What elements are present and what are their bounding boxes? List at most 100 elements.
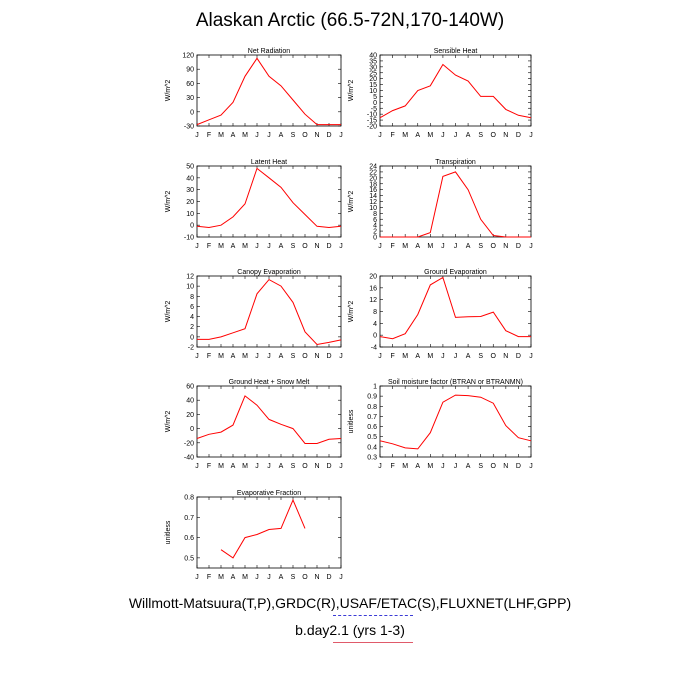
x-tick-label: M [242, 574, 248, 581]
panel-title: Transpiration [435, 159, 476, 166]
x-tick-label: M [427, 243, 433, 250]
plot-frame [196, 54, 342, 127]
x-tick-label: O [491, 132, 497, 139]
x-tick-label: J [267, 353, 271, 360]
y-tick-label: 6 [190, 304, 194, 311]
plot-frame [196, 385, 342, 458]
x-tick-label: A [415, 243, 420, 250]
x-tick-label: N [314, 353, 319, 360]
caption-data-sources: Willmott-Matsuura(T,P),GRDC(R),USAF/ETAC… [128, 595, 572, 611]
y-tick-label: 0 [190, 334, 194, 341]
x-tick-label: A [231, 353, 236, 360]
x-tick-label: D [516, 132, 521, 139]
x-tick-label: J [267, 463, 271, 470]
x-tick-label: O [302, 243, 308, 250]
x-tick-label: A [279, 574, 284, 581]
y-tick-label: 0.9 [367, 394, 377, 401]
x-tick-label: J [339, 132, 343, 139]
x-tick-label: A [279, 132, 284, 139]
x-tick-label: J [339, 353, 343, 360]
y-tick-label: 5 [373, 94, 377, 101]
x-tick-label: J [441, 463, 445, 470]
y-tick-label: 2 [373, 229, 377, 236]
y-tick-label: -20 [184, 440, 194, 447]
x-tick-label: M [402, 243, 408, 250]
y-tick-label: 0 [373, 100, 377, 107]
x-tick-label: J [255, 353, 259, 360]
x-tick-label: A [415, 353, 420, 360]
x-tick-label: S [291, 574, 296, 581]
y-tick-label: 15 [369, 82, 377, 89]
y-axis-label: W/m^2 [165, 301, 172, 323]
y-tick-label: -40 [184, 455, 194, 462]
y-tick-label: 4 [373, 223, 377, 230]
x-tick-label: N [314, 574, 319, 581]
x-tick-label: J [339, 243, 343, 250]
y-tick-label: 60 [186, 81, 194, 88]
y-tick-label: 50 [186, 164, 194, 171]
x-tick-label: A [466, 132, 471, 139]
y-tick-label: 24 [369, 164, 377, 171]
plot-frame [379, 275, 532, 348]
y-tick-label: 4 [190, 314, 194, 321]
panel-title: Canopy Evaporation [237, 269, 301, 276]
x-tick-label: A [279, 353, 284, 360]
y-tick-label: 0.6 [367, 424, 377, 431]
series-line [197, 278, 342, 346]
x-tick-label: J [378, 132, 382, 139]
y-tick-label: 10 [186, 211, 194, 218]
x-tick-label: O [302, 574, 308, 581]
y-axis-label: W/m^2 [165, 80, 172, 102]
y-tick-label: -30 [184, 124, 194, 131]
series-line [196, 395, 342, 444]
x-tick-label: F [390, 353, 394, 360]
y-tick-label: 0 [373, 235, 377, 242]
x-tick-label: J [339, 463, 343, 470]
x-tick-label: A [231, 463, 236, 470]
y-tick-label: 6 [373, 217, 377, 224]
x-tick-label: A [279, 463, 284, 470]
x-tick-label: A [415, 463, 420, 470]
plot-frame [379, 54, 532, 127]
x-tick-label: F [207, 463, 211, 470]
y-tick-label: 4 [373, 321, 377, 328]
y-tick-label: -10 [184, 235, 194, 242]
panel-title: Evaporative Fraction [237, 490, 301, 497]
y-axis-label: W/m^2 [348, 191, 355, 213]
x-tick-label: S [291, 132, 296, 139]
y-tick-label: 0.6 [184, 535, 194, 542]
chart-panel: Soil moisture factor (BTRAN or BTRANMN) J… [348, 379, 533, 470]
y-axis-label: W/m^2 [348, 80, 355, 102]
x-tick-label: D [516, 463, 521, 470]
y-tick-label: -4 [371, 345, 377, 352]
y-tick-label: -20 [367, 124, 377, 131]
y-tick-label: 16 [369, 285, 377, 292]
series-line [220, 498, 306, 559]
x-tick-label: O [491, 353, 497, 360]
x-tick-label: D [326, 353, 331, 360]
x-tick-label: J [454, 463, 458, 470]
x-tick-label: N [503, 243, 508, 250]
x-tick-label: D [516, 243, 521, 250]
y-tick-label: 22 [369, 169, 377, 176]
y-tick-label: 18 [369, 181, 377, 188]
y-tick-label: 0.5 [367, 434, 377, 441]
y-tick-label: 0.3 [367, 455, 377, 462]
legend-line-observations [333, 615, 413, 616]
y-tick-label: 30 [369, 64, 377, 71]
y-tick-label: 40 [186, 175, 194, 182]
x-tick-label: M [218, 132, 224, 139]
x-tick-label: J [441, 132, 445, 139]
x-tick-label: O [491, 243, 497, 250]
x-tick-label: A [466, 353, 471, 360]
x-tick-label: M [242, 463, 248, 470]
panel-title: Soil moisture factor (BTRAN or BTRANMN) [388, 379, 523, 386]
y-tick-label: 14 [369, 193, 377, 200]
x-tick-label: F [207, 574, 211, 581]
y-tick-label: -5 [371, 106, 377, 113]
y-tick-label: 8 [373, 309, 377, 316]
